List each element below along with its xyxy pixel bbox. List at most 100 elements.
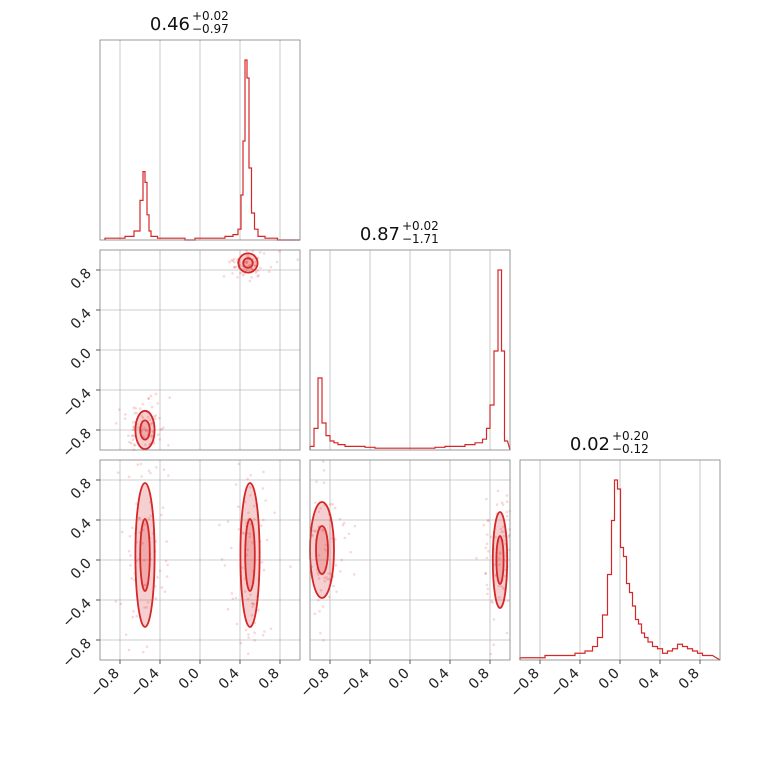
scatter-point [317,577,321,580]
scatter-point [248,263,251,267]
scatter-point [489,652,492,656]
scatter-point [149,394,153,398]
scatter-point [327,595,331,599]
scatter-point [136,426,140,429]
x-tick-label-1-3: 0.4 [426,665,453,692]
scatter-point [325,575,328,579]
scatter-point [248,532,252,536]
scatter-point [239,641,243,645]
param-median-2: 0.02 [570,434,610,455]
scatter-point [128,440,131,444]
scatter-point [163,590,167,593]
scatter-point [485,497,488,501]
contour-fill-1-0 [240,483,260,627]
scatter-point [251,249,255,253]
scatter-point [353,524,357,528]
scatter-point [251,602,255,605]
scatter-point [257,274,261,277]
scatter-point [487,519,490,522]
scatter-point [141,402,145,406]
scatter-point [143,523,146,526]
scatter-point [265,538,269,542]
scatter-point [158,569,162,573]
scatter-point [129,564,132,567]
scatter-point [506,599,510,603]
x-tick-label-0-1: −0.4 [127,665,162,700]
scatter-point [315,480,318,484]
scatter-point [244,521,248,524]
scatter-point [501,503,505,506]
scatter-point [259,266,262,270]
scatter-point [250,602,254,605]
contour-fill-1-1 [245,519,255,591]
scatter-point [150,434,153,437]
scatter-point [254,271,258,275]
scatter-point [256,269,260,272]
scatter-point [234,483,238,486]
x-tick-label-2-1: −0.4 [547,665,582,700]
scatter-point [349,550,352,554]
scatter-point [160,513,163,517]
contour-fill-0-0 [310,502,334,598]
scatter-point [139,462,143,466]
scatter-point [267,270,271,273]
scatter-point [505,631,509,635]
param-plus-2: +0.20 [612,429,649,443]
scatter-point [165,575,169,578]
scatter-point [232,257,236,261]
scatter-point [243,272,246,276]
scatter-point [253,639,257,642]
scatter-point [247,633,250,636]
scatter-point [278,249,281,253]
x-tick-label-2-4: 0.8 [676,666,703,693]
scatter-point [311,533,314,537]
scatter-point [486,587,490,591]
x-tick-label-2-3: 0.4 [636,665,663,692]
scatter-point [218,523,221,527]
contour-fill-0-1 [243,258,253,268]
scatter-point [257,608,260,612]
scatter-point [241,274,245,277]
panel-grid-1-0 [100,250,300,450]
scatter-point [251,605,254,608]
scatter-point [131,434,135,438]
scatter-point [486,519,490,522]
scatter-point [501,525,505,528]
scatter-point [262,470,265,474]
param-minus-0: −0.97 [192,22,229,36]
scatter-point [234,265,238,269]
scatter-point [482,523,486,527]
scatter-point [318,609,321,613]
y-tick-label-2-0: −0.8 [59,636,94,671]
scatter-point [496,489,500,493]
scatter-point [327,572,330,575]
scatter-point [335,590,338,593]
scatter-point [246,477,249,481]
y-tick-label-2-4: 0.8 [68,476,95,503]
scatter-point [157,433,160,436]
scatter-point [245,260,249,264]
scatter-point [245,261,248,265]
scatter-point [321,605,325,608]
contour-line-0-1 [315,525,329,575]
x-tick-label-1-2: 0.0 [386,666,413,693]
y-tick-label-2-2: 0.0 [68,556,95,583]
scatter-point [148,418,152,422]
scatter-point [502,587,505,591]
scatter-point [498,552,502,556]
scatter-point [261,487,265,490]
joint-panel-2-0 [114,462,292,656]
scatter-point [238,271,242,275]
scatter-point [245,268,249,272]
x-tick-label-1-0: −0.8 [297,666,332,701]
marginal-histogram-0 [104,59,300,241]
param-median-1: 0.87 [360,224,400,245]
scatter-point [165,540,169,543]
scatter-point [143,559,146,562]
scatter-point [140,475,143,478]
scatter-point [130,441,133,445]
scatter-point [143,583,146,587]
scatter-point [147,517,151,520]
contour-fill-0-1 [140,519,150,591]
scatter-point [135,559,139,563]
